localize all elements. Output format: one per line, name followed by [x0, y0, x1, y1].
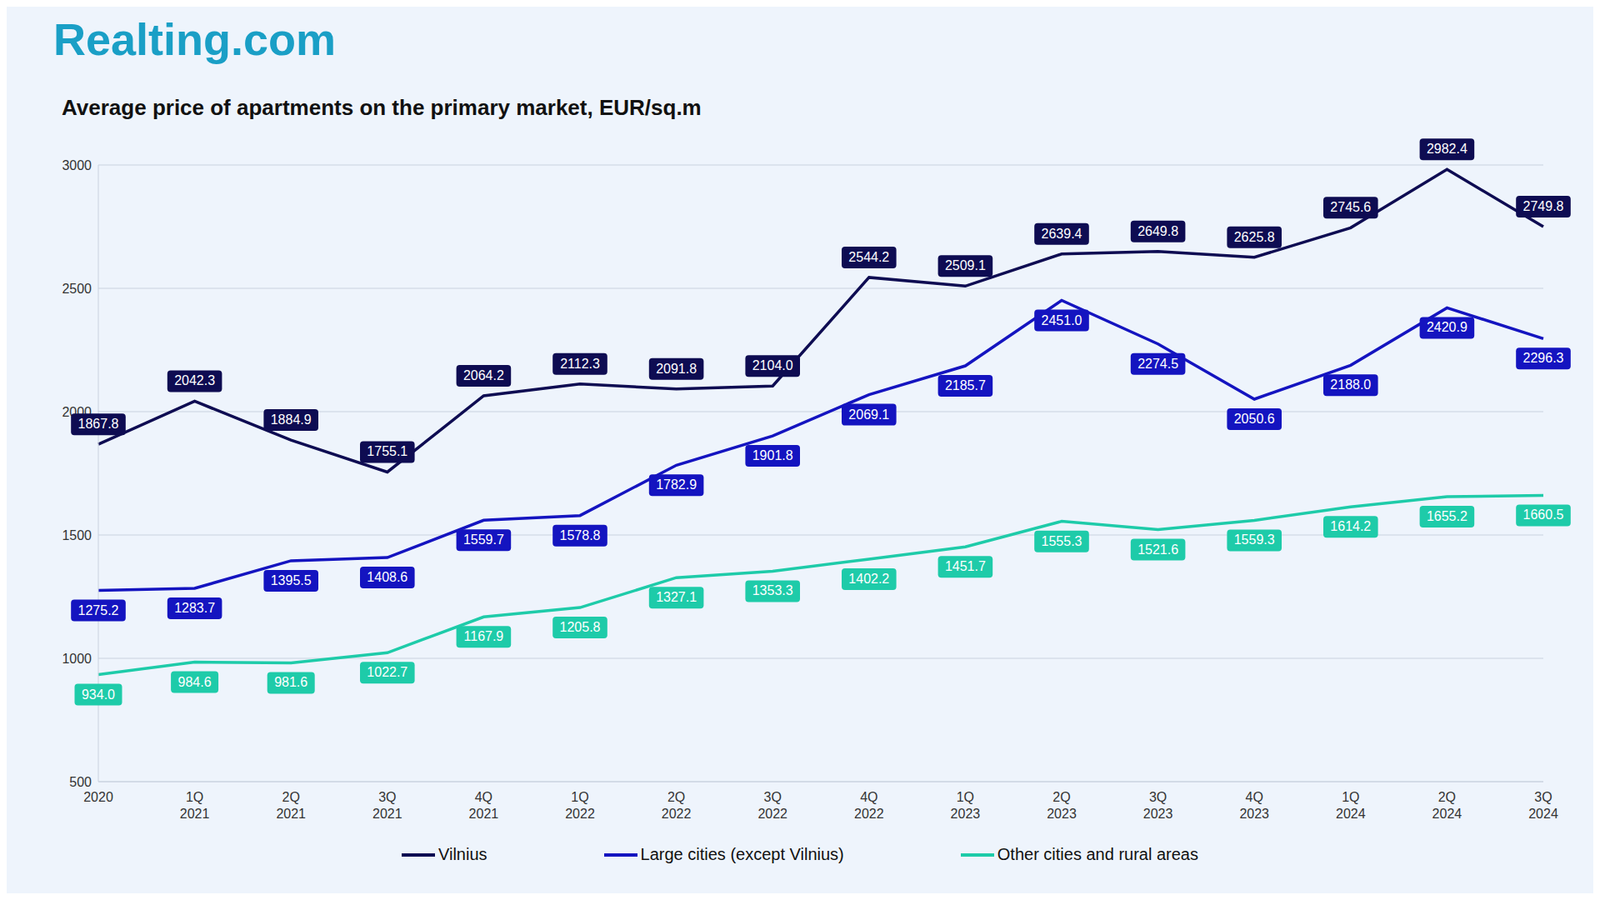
svg-text:1205.8: 1205.8 [560, 620, 601, 635]
svg-text:1451.7: 1451.7 [945, 559, 986, 574]
svg-text:1500: 1500 [61, 528, 92, 543]
svg-text:1022.7: 1022.7 [366, 665, 408, 680]
svg-text:1884.9: 1884.9 [270, 412, 312, 427]
svg-text:2420.9: 2420.9 [1426, 320, 1468, 335]
svg-text:2000: 2000 [62, 404, 92, 419]
svg-text:981.6: 981.6 [274, 675, 308, 690]
svg-text:2064.2: 2064.2 [463, 368, 505, 383]
svg-text:1559.3: 1559.3 [1234, 532, 1275, 547]
svg-text:1Q2023: 1Q2023 [950, 790, 981, 821]
svg-text:1167.9: 1167.9 [464, 629, 505, 644]
svg-text:1559.7: 1559.7 [463, 532, 505, 547]
html-text:Other cities and rural areas: Other cities and rural areas [997, 845, 1199, 864]
svg-text:2Q2023: 2Q2023 [1046, 790, 1077, 821]
svg-text:1555.3: 1555.3 [1041, 534, 1083, 549]
html-text:Realting.com: Realting.com [53, 14, 336, 65]
svg-text:1327.1: 1327.1 [655, 590, 697, 605]
svg-text:4Q2021: 4Q2021 [469, 790, 500, 821]
svg-text:1521.6: 1521.6 [1137, 542, 1179, 557]
svg-text:500: 500 [69, 775, 92, 790]
svg-text:2500: 2500 [61, 281, 92, 296]
svg-text:1614.2: 1614.2 [1330, 519, 1371, 534]
html-text:Vilnius: Vilnius [438, 845, 488, 864]
svg-text:2544.2: 2544.2 [848, 250, 890, 265]
svg-text:1782.9: 1782.9 [655, 477, 697, 492]
svg-text:3Q2024: 3Q2024 [1528, 790, 1559, 821]
svg-text:934.0: 934.0 [81, 687, 115, 702]
svg-text:2069.1: 2069.1 [848, 407, 890, 422]
svg-text:2112.3: 2112.3 [560, 356, 600, 371]
html-text:Average price of apartments on: Average price of apartments on the prima… [61, 95, 702, 120]
svg-text:2050.6: 2050.6 [1234, 411, 1275, 426]
svg-text:1867.8: 1867.8 [78, 416, 120, 431]
svg-text:3000: 3000 [61, 158, 92, 173]
svg-text:2020: 2020 [83, 790, 114, 805]
svg-text:2509.1: 2509.1 [945, 258, 986, 273]
svg-text:2104.0: 2104.0 [752, 358, 794, 373]
svg-text:4Q2022: 4Q2022 [854, 790, 885, 821]
svg-text:2749.8: 2749.8 [1523, 199, 1565, 214]
svg-text:2188.0: 2188.0 [1330, 377, 1371, 392]
svg-text:3Q2023: 3Q2023 [1143, 790, 1174, 821]
svg-text:1Q2024: 1Q2024 [1335, 790, 1366, 821]
svg-text:1402.2: 1402.2 [848, 571, 890, 586]
svg-text:1408.6: 1408.6 [366, 570, 408, 585]
svg-text:2042.3: 2042.3 [174, 373, 215, 388]
svg-text:2982.4: 2982.4 [1426, 141, 1468, 156]
svg-text:2625.8: 2625.8 [1234, 230, 1275, 245]
svg-text:1353.3: 1353.3 [752, 583, 794, 598]
svg-text:3Q2022: 3Q2022 [757, 790, 788, 821]
svg-text:1395.5: 1395.5 [270, 573, 312, 588]
svg-text:2Q2022: 2Q2022 [661, 790, 692, 821]
svg-text:1Q2021: 1Q2021 [180, 790, 210, 821]
svg-text:2Q2024: 2Q2024 [1432, 790, 1463, 821]
svg-text:2185.7: 2185.7 [945, 378, 986, 393]
svg-text:1275.2: 1275.2 [78, 603, 120, 618]
svg-text:1000: 1000 [61, 651, 92, 666]
svg-text:2Q2021: 2Q2021 [275, 790, 306, 821]
svg-text:984.6: 984.6 [178, 675, 212, 690]
svg-text:1901.8: 1901.8 [752, 448, 794, 463]
svg-text:4Q2023: 4Q2023 [1239, 790, 1270, 821]
html-text:Large cities (except Vilnius): Large cities (except Vilnius) [640, 845, 844, 864]
svg-text:2639.4: 2639.4 [1041, 226, 1083, 241]
svg-text:1578.8: 1578.8 [560, 528, 601, 543]
svg-text:2274.5: 2274.5 [1137, 356, 1179, 371]
svg-text:2451.0: 2451.0 [1041, 313, 1083, 328]
svg-text:1Q2022: 1Q2022 [565, 790, 595, 821]
svg-text:3Q2021: 3Q2021 [372, 790, 403, 821]
svg-text:2649.8: 2649.8 [1137, 224, 1179, 239]
svg-text:1655.2: 1655.2 [1426, 509, 1468, 524]
svg-text:2745.6: 2745.6 [1330, 200, 1371, 215]
svg-text:1283.7: 1283.7 [174, 600, 215, 615]
svg-text:2296.3: 2296.3 [1523, 350, 1565, 365]
svg-text:1755.1: 1755.1 [366, 444, 408, 459]
svg-text:1660.5: 1660.5 [1523, 507, 1565, 522]
svg-text:2091.8: 2091.8 [655, 361, 697, 376]
